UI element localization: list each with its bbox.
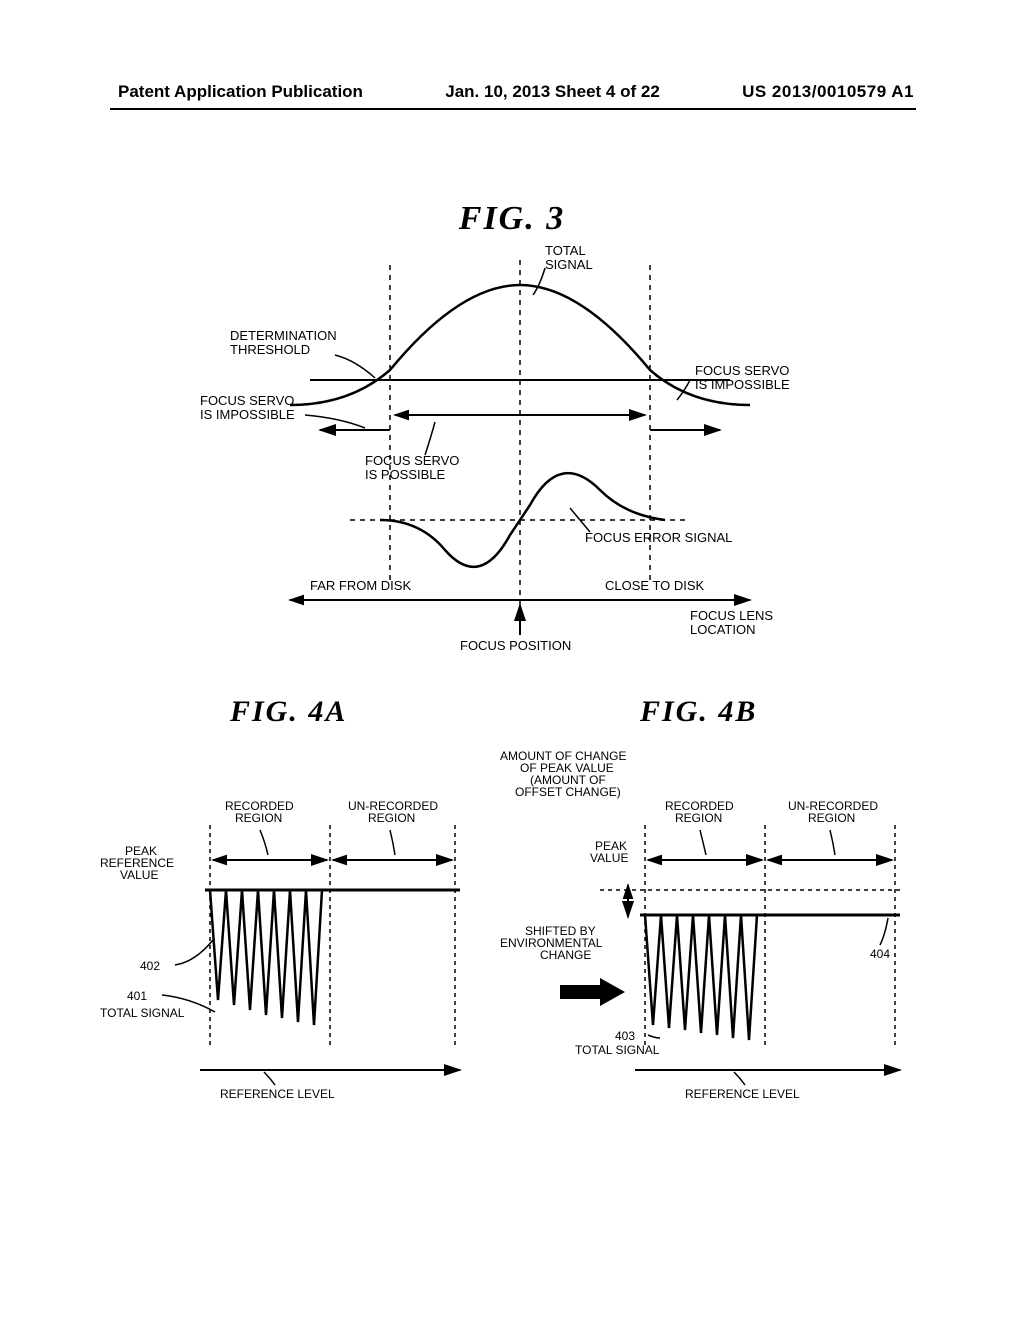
unrecorded-region-label-a: UN-RECORDEDREGION: [348, 799, 438, 825]
fig3-diagram: TOTALSIGNAL DETERMINATIONTHRESHOLD FOCUS…: [170, 240, 870, 660]
amount-of-change-label: AMOUNT OF CHANGEOF PEAK VALUE(AMOUNT OFO…: [500, 749, 626, 799]
n401-label: 401: [127, 989, 147, 1003]
peak-value-label: PEAKVALUE: [590, 839, 628, 865]
peak-ref-value-label: PEAKREFERENCEVALUE: [100, 844, 174, 882]
total-signal-label-b: TOTAL SIGNAL: [575, 1043, 660, 1057]
far-from-disk-label: FAR FROM DISK: [310, 578, 411, 593]
fig3-title: FIG. 3: [0, 200, 1024, 238]
page-header: Patent Application Publication Jan. 10, …: [0, 82, 1024, 102]
header-left: Patent Application Publication: [118, 82, 363, 102]
header-right: US 2013/0010579 A1: [742, 82, 914, 102]
recorded-leader-b: [700, 830, 706, 855]
recorded-region-label-a: RECORDEDREGION: [225, 799, 294, 825]
n403-label: 403: [615, 1029, 635, 1043]
header-center: Jan. 10, 2013 Sheet 4 of 22: [445, 82, 660, 102]
focus-lens-location-label: FOCUS LENSLOCATION: [690, 608, 773, 637]
fig4a-diagram: RECORDEDREGION UN-RECORDEDREGION PEAKREF…: [100, 740, 480, 1120]
fes-label: FOCUS ERROR SIGNAL: [585, 530, 732, 545]
focus-position-label: FOCUS POSITION: [460, 638, 571, 653]
servo-impossible-left-label: FOCUS SERVOIS IMPOSSIBLE: [200, 393, 295, 422]
ref-level-leader-a: [264, 1072, 275, 1085]
reference-level-label-a: REFERENCE LEVEL: [220, 1087, 335, 1101]
reference-level-label-b: REFERENCE LEVEL: [685, 1087, 800, 1101]
fig4b-title: FIG. 4B: [640, 695, 757, 729]
servo-possible-leader: [425, 422, 435, 455]
recorded-region-label-b: RECORDEDREGION: [665, 799, 734, 825]
servo-impossible-left-leader: [305, 415, 365, 428]
waveform-403: [645, 915, 765, 1040]
n404-label: 404: [870, 947, 890, 961]
patent-page: Patent Application Publication Jan. 10, …: [0, 0, 1024, 1320]
recorded-leader-a: [260, 830, 268, 855]
total-signal-label: TOTALSIGNAL: [545, 243, 593, 272]
threshold-leader: [335, 355, 375, 378]
shifted-by-env-arrow: [560, 978, 625, 1006]
ref-level-leader-b: [734, 1072, 745, 1085]
fig4a-title: FIG. 4A: [230, 695, 347, 729]
n402-leader: [175, 940, 213, 965]
total-signal-leader: [533, 268, 545, 295]
close-to-disk-label: CLOSE TO DISK: [605, 578, 705, 593]
unrecorded-leader-b: [830, 830, 835, 855]
total-signal-label-a: TOTAL SIGNAL: [100, 1006, 185, 1020]
n404-leader: [880, 918, 888, 945]
servo-possible-label: FOCUS SERVOIS POSSIBLE: [365, 453, 459, 482]
fig4b-diagram: AMOUNT OF CHANGEOF PEAK VALUE(AMOUNT OFO…: [500, 740, 920, 1120]
servo-impossible-right-label: FOCUS SERVOIS IMPOSSIBLE: [695, 363, 790, 392]
unrecorded-leader-a: [390, 830, 395, 855]
n402-label: 402: [140, 959, 160, 973]
waveform-401: [210, 890, 330, 1025]
unrecorded-region-label-b: UN-RECORDEDREGION: [788, 799, 878, 825]
determination-threshold-label: DETERMINATIONTHRESHOLD: [230, 328, 337, 357]
shifted-by-env-label: SHIFTED BYENVIRONMENTALCHANGE: [500, 924, 603, 962]
header-rule: [110, 108, 916, 110]
n403-leader: [648, 1035, 660, 1038]
